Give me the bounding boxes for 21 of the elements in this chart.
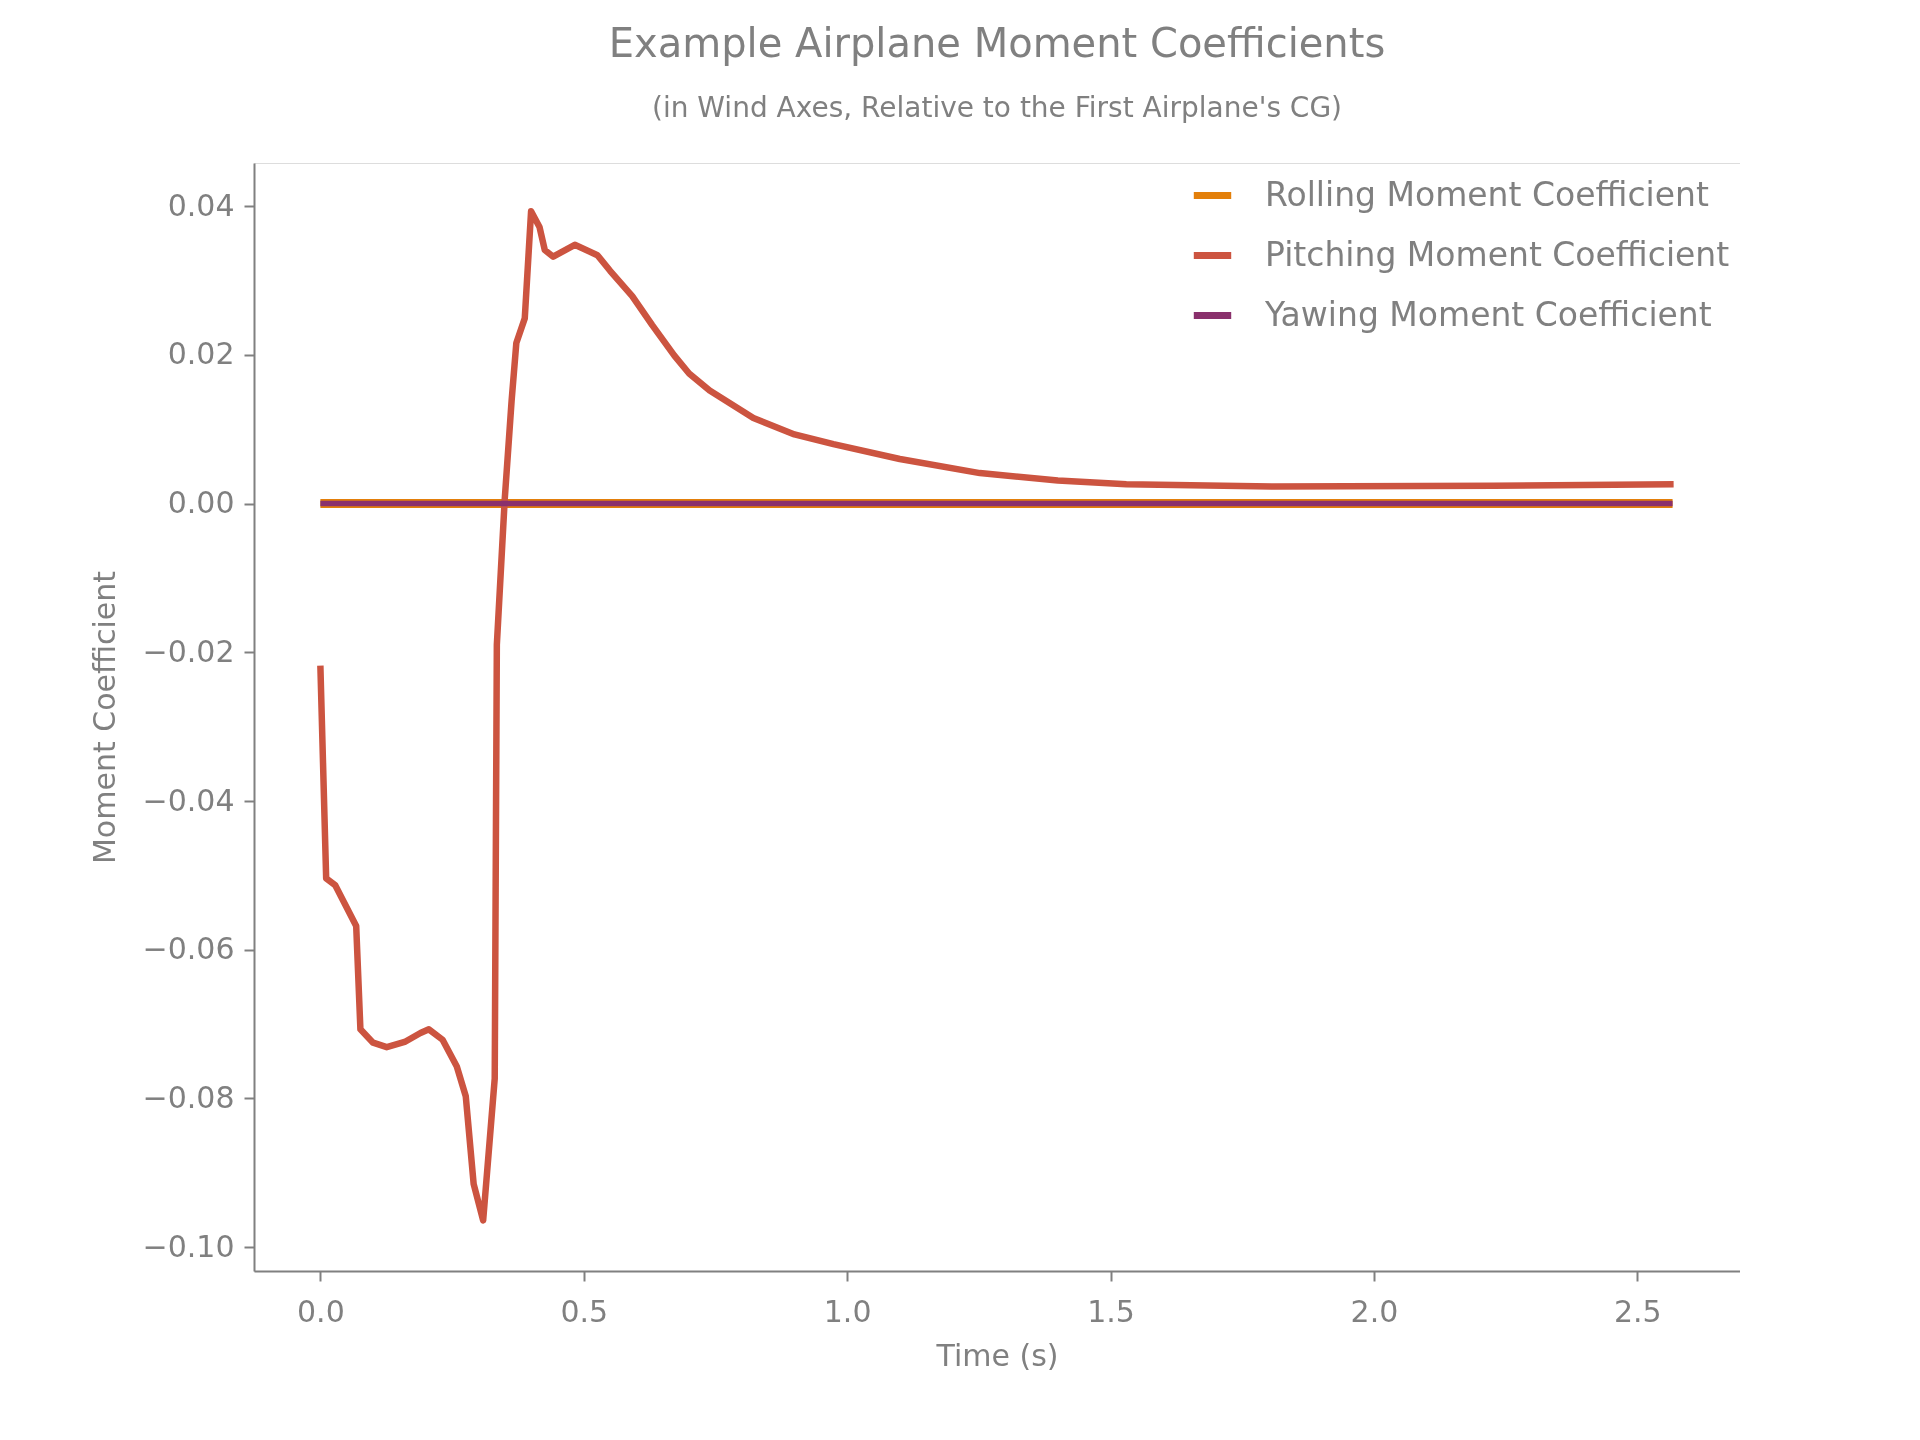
x-tick-label: 2.0 bbox=[1350, 1293, 1399, 1329]
y-tick-label: −0.10 bbox=[142, 1228, 235, 1264]
y-tick-label: −0.04 bbox=[142, 782, 235, 818]
chart-subtitle: (in Wind Axes, Relative to the First Airplane's CG) bbox=[651, 91, 1343, 124]
y-tick-label: 0.04 bbox=[167, 187, 235, 223]
y-tick-label: 0.00 bbox=[167, 485, 235, 521]
y-tick-label: −0.08 bbox=[142, 1079, 235, 1115]
legend-label: Pitching Moment Coefficient bbox=[1265, 234, 1730, 274]
y-tick-label: 0.02 bbox=[167, 336, 235, 372]
x-axis-title: Time (s) bbox=[935, 1337, 1059, 1373]
x-tick-label: 2.5 bbox=[1613, 1293, 1662, 1329]
y-tick-label: −0.02 bbox=[142, 633, 235, 669]
chart-title: Example Airplane Moment Coefficients bbox=[608, 20, 1386, 66]
legend-label: Rolling Moment Coefficient bbox=[1265, 174, 1709, 214]
x-tick-label: 0.0 bbox=[297, 1293, 345, 1329]
x-tick-label: 0.5 bbox=[560, 1293, 609, 1329]
x-tick-label: 1.5 bbox=[1087, 1293, 1135, 1329]
x-tick-label: 1.0 bbox=[823, 1293, 872, 1329]
y-axis-title: Moment Coefficient bbox=[86, 570, 122, 865]
y-tick-label: −0.06 bbox=[142, 931, 235, 967]
legend-label: Yawing Moment Coefficient bbox=[1264, 294, 1712, 334]
